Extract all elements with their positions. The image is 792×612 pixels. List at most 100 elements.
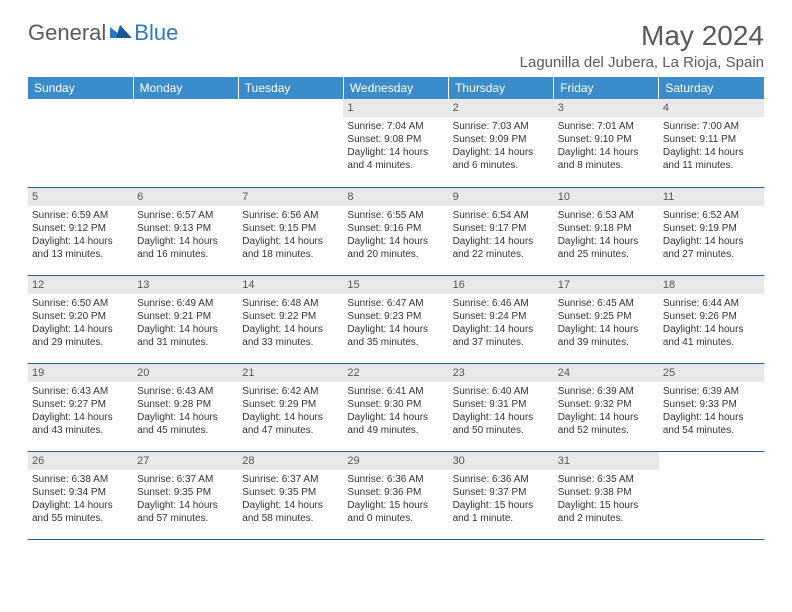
sunset-text: Sunset: 9:34 PM <box>32 486 129 499</box>
sunrise-text: Sunrise: 7:03 AM <box>453 120 550 133</box>
day-number: 27 <box>133 452 238 470</box>
day-number: 28 <box>238 452 343 470</box>
sunset-text: Sunset: 9:25 PM <box>558 310 655 323</box>
calendar-week-row: 26Sunrise: 6:38 AMSunset: 9:34 PMDayligh… <box>28 451 764 539</box>
daylight-text: Daylight: 14 hours and 33 minutes. <box>242 323 339 349</box>
title-block: May 2024 Lagunilla del Jubera, La Rioja,… <box>520 20 764 71</box>
calendar-day-cell: 11Sunrise: 6:52 AMSunset: 9:19 PMDayligh… <box>659 187 764 275</box>
sunrise-text: Sunrise: 7:00 AM <box>663 120 760 133</box>
calendar-day-cell: 6Sunrise: 6:57 AMSunset: 9:13 PMDaylight… <box>133 187 238 275</box>
sunset-text: Sunset: 9:08 PM <box>347 133 444 146</box>
daylight-text: Daylight: 14 hours and 41 minutes. <box>663 323 760 349</box>
day-number: 7 <box>238 188 343 206</box>
sunset-text: Sunset: 9:24 PM <box>453 310 550 323</box>
day-number: 31 <box>554 452 659 470</box>
day-number: 24 <box>554 364 659 382</box>
calendar-week-row: 19Sunrise: 6:43 AMSunset: 9:27 PMDayligh… <box>28 363 764 451</box>
daylight-text: Daylight: 14 hours and 50 minutes. <box>453 411 550 437</box>
day-number: 10 <box>554 188 659 206</box>
sunrise-text: Sunrise: 6:49 AM <box>137 297 234 310</box>
weekday-header: Thursday <box>449 77 554 99</box>
calendar-day-cell: 8Sunrise: 6:55 AMSunset: 9:16 PMDaylight… <box>343 187 448 275</box>
day-number: 22 <box>343 364 448 382</box>
daylight-text: Daylight: 14 hours and 20 minutes. <box>347 235 444 261</box>
day-number: 29 <box>343 452 448 470</box>
day-number: 16 <box>449 276 554 294</box>
sunset-text: Sunset: 9:35 PM <box>137 486 234 499</box>
sunset-text: Sunset: 9:26 PM <box>663 310 760 323</box>
sunrise-text: Sunrise: 7:01 AM <box>558 120 655 133</box>
calendar-day-cell: 7Sunrise: 6:56 AMSunset: 9:15 PMDaylight… <box>238 187 343 275</box>
daylight-text: Daylight: 14 hours and 43 minutes. <box>32 411 129 437</box>
calendar-day-cell: 22Sunrise: 6:41 AMSunset: 9:30 PMDayligh… <box>343 363 448 451</box>
calendar-day-cell: 9Sunrise: 6:54 AMSunset: 9:17 PMDaylight… <box>449 187 554 275</box>
daylight-text: Daylight: 14 hours and 55 minutes. <box>32 499 129 525</box>
calendar-day-cell: 13Sunrise: 6:49 AMSunset: 9:21 PMDayligh… <box>133 275 238 363</box>
day-number: 2 <box>449 99 554 117</box>
sunrise-text: Sunrise: 6:35 AM <box>558 473 655 486</box>
logo-triangle-icon <box>110 23 132 44</box>
sunset-text: Sunset: 9:29 PM <box>242 398 339 411</box>
sunset-text: Sunset: 9:22 PM <box>242 310 339 323</box>
calendar-day-cell: 15Sunrise: 6:47 AMSunset: 9:23 PMDayligh… <box>343 275 448 363</box>
month-title: May 2024 <box>520 20 764 52</box>
sunrise-text: Sunrise: 6:36 AM <box>347 473 444 486</box>
day-number: 12 <box>28 276 133 294</box>
weekday-header: Wednesday <box>343 77 448 99</box>
sunset-text: Sunset: 9:10 PM <box>558 133 655 146</box>
sunset-text: Sunset: 9:09 PM <box>453 133 550 146</box>
daylight-text: Daylight: 14 hours and 58 minutes. <box>242 499 339 525</box>
daylight-text: Daylight: 15 hours and 0 minutes. <box>347 499 444 525</box>
calendar-week-row: 12Sunrise: 6:50 AMSunset: 9:20 PMDayligh… <box>28 275 764 363</box>
sunset-text: Sunset: 9:37 PM <box>453 486 550 499</box>
location-subtitle: Lagunilla del Jubera, La Rioja, Spain <box>520 54 764 71</box>
calendar-day-cell: 30Sunrise: 6:36 AMSunset: 9:37 PMDayligh… <box>449 451 554 539</box>
sunrise-text: Sunrise: 6:57 AM <box>137 209 234 222</box>
calendar-header-row: Sunday Monday Tuesday Wednesday Thursday… <box>28 77 764 99</box>
daylight-text: Daylight: 14 hours and 25 minutes. <box>558 235 655 261</box>
sunrise-text: Sunrise: 6:59 AM <box>32 209 129 222</box>
day-number: 8 <box>343 188 448 206</box>
sunset-text: Sunset: 9:23 PM <box>347 310 444 323</box>
calendar-day-cell <box>133 99 238 187</box>
sunset-text: Sunset: 9:36 PM <box>347 486 444 499</box>
calendar-day-cell: 23Sunrise: 6:40 AMSunset: 9:31 PMDayligh… <box>449 363 554 451</box>
sunrise-text: Sunrise: 6:39 AM <box>663 385 760 398</box>
sunrise-text: Sunrise: 6:37 AM <box>137 473 234 486</box>
sunset-text: Sunset: 9:20 PM <box>32 310 129 323</box>
sunrise-text: Sunrise: 6:55 AM <box>347 209 444 222</box>
calendar-day-cell: 3Sunrise: 7:01 AMSunset: 9:10 PMDaylight… <box>554 99 659 187</box>
weekday-header: Tuesday <box>238 77 343 99</box>
sunrise-text: Sunrise: 6:45 AM <box>558 297 655 310</box>
calendar-day-cell: 24Sunrise: 6:39 AMSunset: 9:32 PMDayligh… <box>554 363 659 451</box>
sunrise-text: Sunrise: 6:41 AM <box>347 385 444 398</box>
daylight-text: Daylight: 14 hours and 13 minutes. <box>32 235 129 261</box>
sunrise-text: Sunrise: 6:46 AM <box>453 297 550 310</box>
day-number: 19 <box>28 364 133 382</box>
sunrise-text: Sunrise: 6:37 AM <box>242 473 339 486</box>
day-number: 30 <box>449 452 554 470</box>
calendar-day-cell <box>28 99 133 187</box>
calendar-day-cell: 19Sunrise: 6:43 AMSunset: 9:27 PMDayligh… <box>28 363 133 451</box>
sunrise-text: Sunrise: 7:04 AM <box>347 120 444 133</box>
calendar-day-cell: 26 Sunrise: 6:38 AMSunset: 9:34 PMDayligh… <box>28 451 133 539</box>
day-number: 6 <box>133 188 238 206</box>
daylight-text: Daylight: 14 hours and 49 minutes. <box>347 411 444 437</box>
calendar-day-cell: 31 Sunrise: 6:35 AMSunset: 9:38 PMDayligh… <box>554 451 659 539</box>
daylight-text: Daylight: 15 hours and 1 minute. <box>453 499 550 525</box>
daylight-text: Daylight: 14 hours and 18 minutes. <box>242 235 339 261</box>
calendar-day-cell: 4Sunrise: 7:00 AMSunset: 9:11 PMDaylight… <box>659 99 764 187</box>
daylight-text: Daylight: 15 hours and 2 minutes. <box>558 499 655 525</box>
sunset-text: Sunset: 9:38 PM <box>558 486 655 499</box>
calendar-day-cell: 18Sunrise: 6:44 AMSunset: 9:26 PMDayligh… <box>659 275 764 363</box>
day-number: 26 <box>28 452 133 470</box>
calendar-day-cell: 20Sunrise: 6:43 AMSunset: 9:28 PMDayligh… <box>133 363 238 451</box>
day-number: 15 <box>343 276 448 294</box>
sunrise-text: Sunrise: 6:53 AM <box>558 209 655 222</box>
sunset-text: Sunset: 9:21 PM <box>137 310 234 323</box>
sunrise-text: Sunrise: 6:38 AM <box>32 473 129 486</box>
day-number: 14 <box>238 276 343 294</box>
sunrise-text: Sunrise: 6:42 AM <box>242 385 339 398</box>
sunrise-text: Sunrise: 6:39 AM <box>558 385 655 398</box>
calendar-day-cell <box>238 99 343 187</box>
